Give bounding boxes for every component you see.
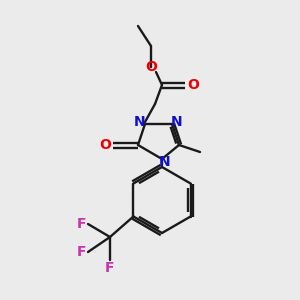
Text: F: F (77, 217, 87, 231)
Text: O: O (99, 138, 111, 152)
Text: N: N (159, 155, 171, 169)
Text: N: N (171, 115, 183, 129)
Text: F: F (77, 245, 87, 259)
Text: N: N (134, 115, 146, 129)
Text: O: O (187, 78, 199, 92)
Text: F: F (105, 261, 115, 275)
Text: O: O (145, 60, 157, 74)
